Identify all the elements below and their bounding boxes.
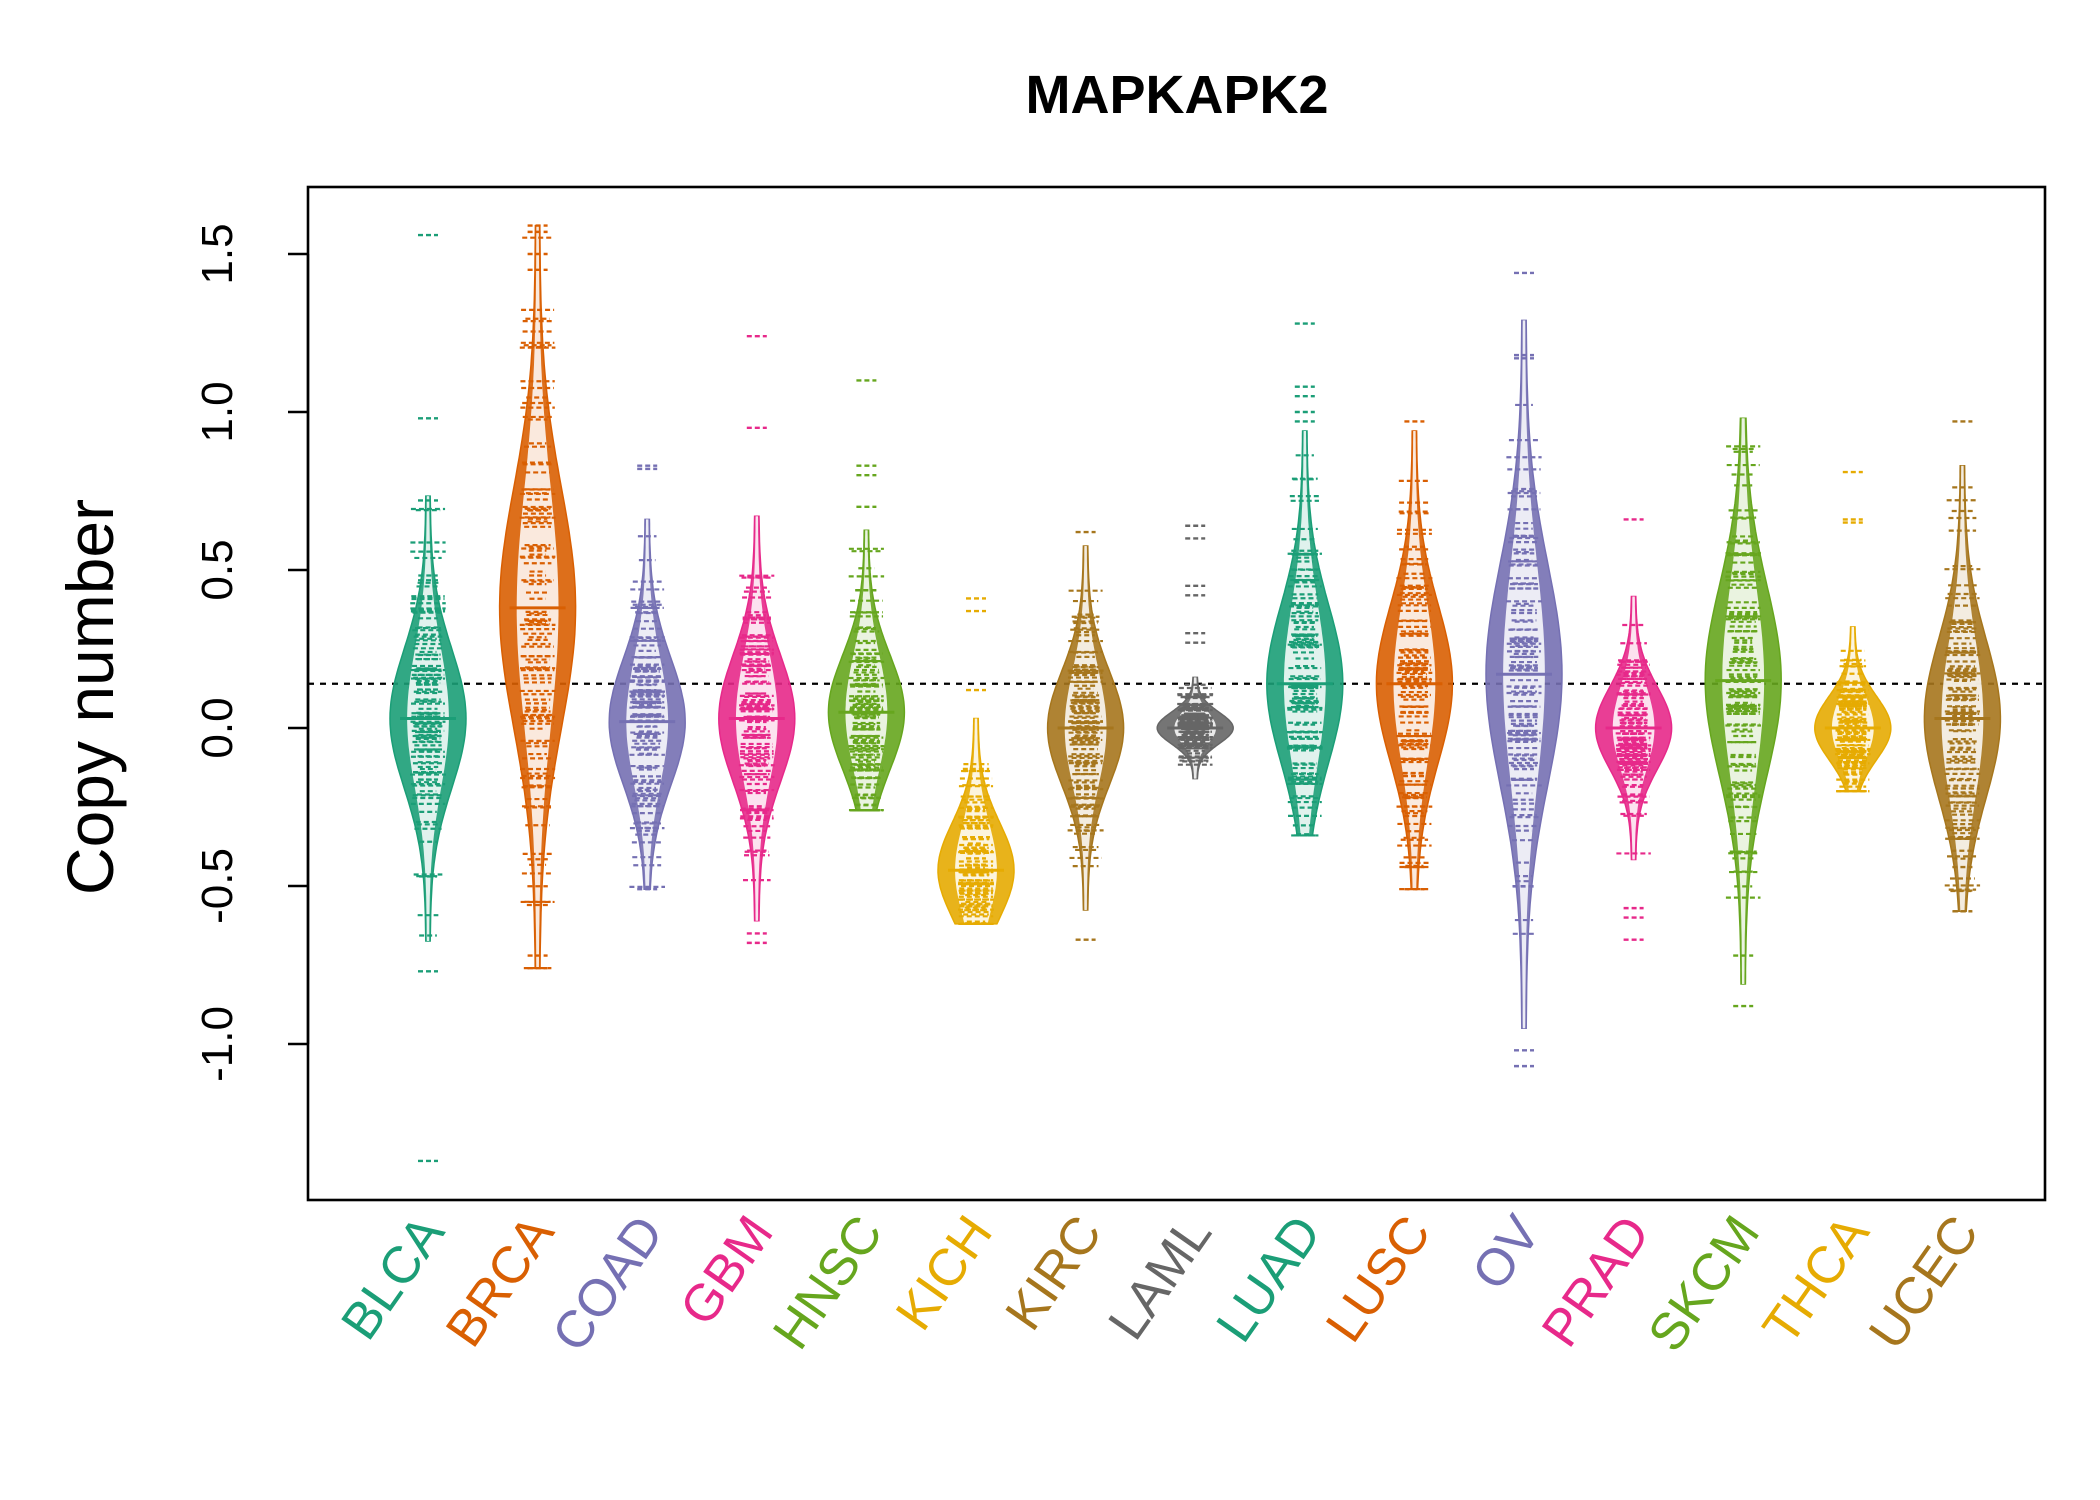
bean-gbm xyxy=(718,334,796,945)
y-axis-label: Copy number xyxy=(53,499,127,895)
bean-core xyxy=(1283,431,1326,836)
y-tick-label: 1.0 xyxy=(193,381,242,442)
x-tick-label-ucec: UCEC xyxy=(1858,1206,1990,1360)
y-tick-label: 0.5 xyxy=(193,539,242,600)
bean-ucec xyxy=(1923,420,2002,913)
bean-skcm xyxy=(1704,417,1782,1008)
bean-core xyxy=(1393,431,1436,890)
bean-blca xyxy=(389,233,467,1163)
bean-prad xyxy=(1594,518,1673,941)
x-tick-label-thca: THCA xyxy=(1752,1205,1881,1354)
x-tick-label-gbm: GBM xyxy=(669,1206,784,1336)
y-tick-label: 1.5 xyxy=(193,223,242,284)
bean-kich xyxy=(937,597,1015,926)
x-tick-label-kich: KICH xyxy=(885,1206,1004,1341)
y-tick-label: -0.5 xyxy=(193,848,242,924)
bean-thca xyxy=(1814,470,1892,793)
y-tick-label: 0.0 xyxy=(193,697,242,758)
x-tick-label-prad: PRAD xyxy=(1531,1206,1661,1358)
bean-core xyxy=(516,225,559,969)
x-tick-label-brca: BRCA xyxy=(435,1205,566,1357)
bean-hnsc xyxy=(827,379,906,812)
x-tick-label-luad: LUAD xyxy=(1206,1206,1333,1353)
bean-lusc xyxy=(1375,420,1454,891)
bean-coad xyxy=(608,464,686,891)
plot-frame xyxy=(306,185,2047,1202)
bean-laml xyxy=(1156,524,1234,780)
x-tick-label-kirc: KIRC xyxy=(995,1206,1114,1341)
bean-kirc xyxy=(1046,530,1125,941)
x-tick-label-coad: COAD xyxy=(541,1206,675,1362)
y-axis: -1.0 -0.5 0.0 0.5 1.0 1.5 xyxy=(193,223,310,1082)
x-tick-label-skcm: SKCM xyxy=(1637,1206,1771,1362)
bean-core xyxy=(1941,465,1984,912)
bean-luad xyxy=(1266,322,1344,837)
y-tick-label: -1.0 xyxy=(193,1006,242,1082)
bean-ov xyxy=(1485,271,1563,1068)
chart-title: MAPKAPK2 xyxy=(1025,65,1328,125)
x-tick-label-ov: OV xyxy=(1461,1205,1552,1300)
x-tick-label-lusc: LUSC xyxy=(1315,1206,1442,1353)
bean-brca xyxy=(498,224,577,970)
bean-core xyxy=(1722,418,1765,984)
beans xyxy=(389,224,2002,1163)
x-tick-label-hnsc: HNSC xyxy=(762,1206,894,1360)
x-tick-label-laml: LAML xyxy=(1098,1206,1223,1351)
x-tick-label-blca: BLCA xyxy=(330,1205,456,1350)
